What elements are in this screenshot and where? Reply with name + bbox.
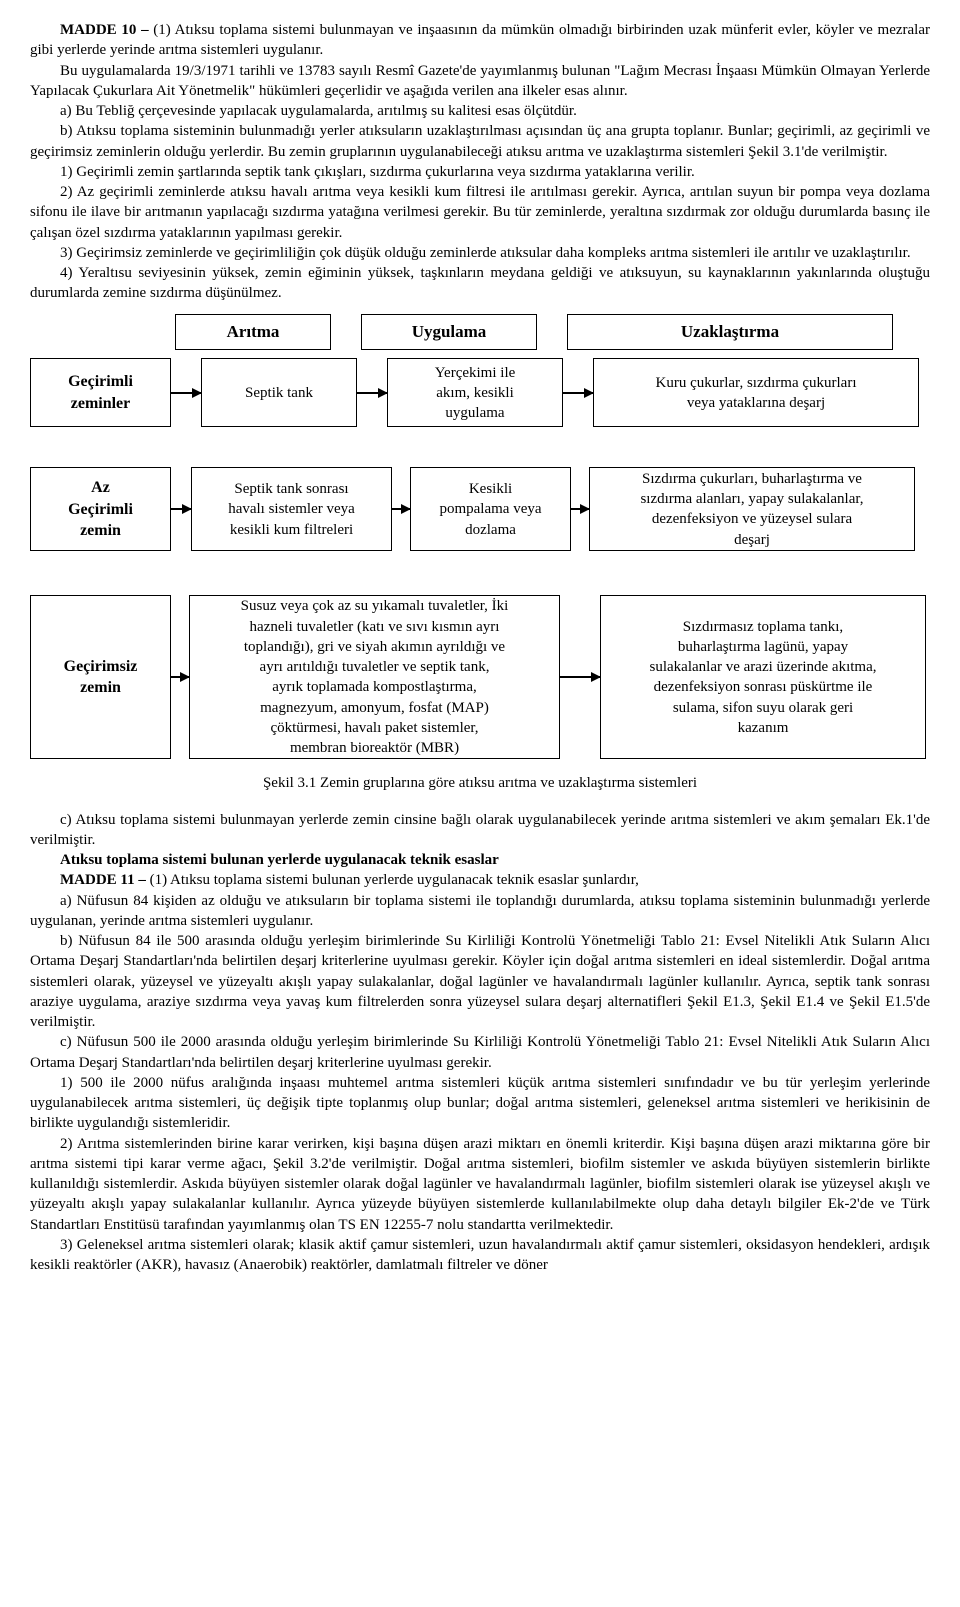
soil-gecirimli: Geçirimli zeminler — [30, 358, 171, 427]
box-aritma-3: Susuz veya çok az su yıkamalı tuvaletler… — [189, 595, 560, 759]
paragraph: b) Nüfusun 84 ile 500 arasında olduğu ye… — [30, 931, 930, 1032]
arrow-icon — [171, 392, 201, 394]
arrow-icon — [357, 392, 387, 394]
flow-row-gecirimli: Geçirimli zeminler Septik tank Yerçekimi… — [30, 358, 930, 427]
paragraph: c) Nüfusun 500 ile 2000 arasında olduğu … — [30, 1032, 930, 1073]
section-heading: Atıksu toplama sistemi bulunan yerlerde … — [30, 850, 930, 870]
arrow-icon — [560, 676, 600, 678]
arrow-icon — [171, 508, 191, 510]
box-uygulama-1: Yerçekimi ile akım, kesikli uygulama — [387, 358, 563, 427]
arrow-icon — [171, 676, 189, 678]
header-uzaklastirma: Uzaklaştırma — [567, 314, 893, 351]
arrow-icon — [563, 392, 593, 394]
figure-caption: Şekil 3.1 Zemin gruplarına göre atıksu a… — [30, 773, 930, 793]
paragraph: 1) Geçirimli zemin şartlarında septik ta… — [30, 162, 930, 182]
box-aritma-2: Septik tank sonrası havalı sistemler vey… — [191, 467, 392, 551]
arrow-icon — [571, 508, 589, 510]
arrow-icon — [392, 508, 410, 510]
paragraph: Bu uygulamalarda 19/3/1971 tarihli ve 13… — [30, 61, 930, 102]
paragraph: 3) Geleneksel arıtma sistemleri olarak; … — [30, 1235, 930, 1276]
paragraph: a) Nüfusun 84 kişiden az olduğu ve atıks… — [30, 891, 930, 932]
soil-gecirimsiz: Geçirimsiz zemin — [30, 595, 171, 759]
soil-az-gecirimli: Az Geçirimli zemin — [30, 467, 171, 551]
paragraph: 4) Yeraltısu seviyesinin yüksek, zemin e… — [30, 263, 930, 304]
paragraph: a) Bu Tebliğ çerçevesinde yapılacak uygu… — [30, 101, 930, 121]
box-uzaklastirma-1: Kuru çukurlar, sızdırma çukurları veya y… — [593, 358, 919, 427]
paragraph: 2) Az geçirimli zeminlerde atıksu havalı… — [30, 182, 930, 243]
flow-row-gecirimsiz: Geçirimsiz zemin Susuz veya çok az su yı… — [30, 595, 930, 759]
madde11-paragraph: MADDE 11 – (1) Atıksu toplama sistemi bu… — [30, 870, 930, 890]
header-aritma: Arıtma — [175, 314, 331, 351]
paragraph: 3) Geçirimsiz zeminlerde ve geçirimliliğ… — [30, 243, 930, 263]
box-uzaklastirma-2: Sızdırma çukurları, buharlaştırma ve sız… — [589, 467, 915, 551]
madde10-label: MADDE 10 – — [60, 22, 153, 38]
madde10-paragraph: MADDE 10 – (1) Atıksu toplama sistemi bu… — [30, 20, 930, 61]
paragraph: c) Atıksu toplama sistemi bulunmayan yer… — [30, 810, 930, 851]
header-uygulama: Uygulama — [361, 314, 537, 351]
paragraph: b) Atıksu toplama sisteminin bulunmadığı… — [30, 121, 930, 162]
box-uygulama-2: Kesikli pompalama veya dozlama — [410, 467, 571, 551]
flow-header-row: Arıtma Uygulama Uzaklaştırma — [30, 314, 930, 351]
paragraph: 1) 500 ile 2000 nüfus aralığında inşaası… — [30, 1073, 930, 1134]
flow-row-az-gecirimli: Az Geçirimli zemin Septik tank sonrası h… — [30, 467, 930, 551]
madde11-label: MADDE 11 – — [60, 872, 150, 888]
box-aritma-1: Septik tank — [201, 358, 357, 427]
paragraph: 2) Arıtma sistemlerinden birine karar ve… — [30, 1134, 930, 1235]
box-uzaklastirma-3: Sızdırmasız toplama tankı, buharlaştırma… — [600, 595, 926, 759]
